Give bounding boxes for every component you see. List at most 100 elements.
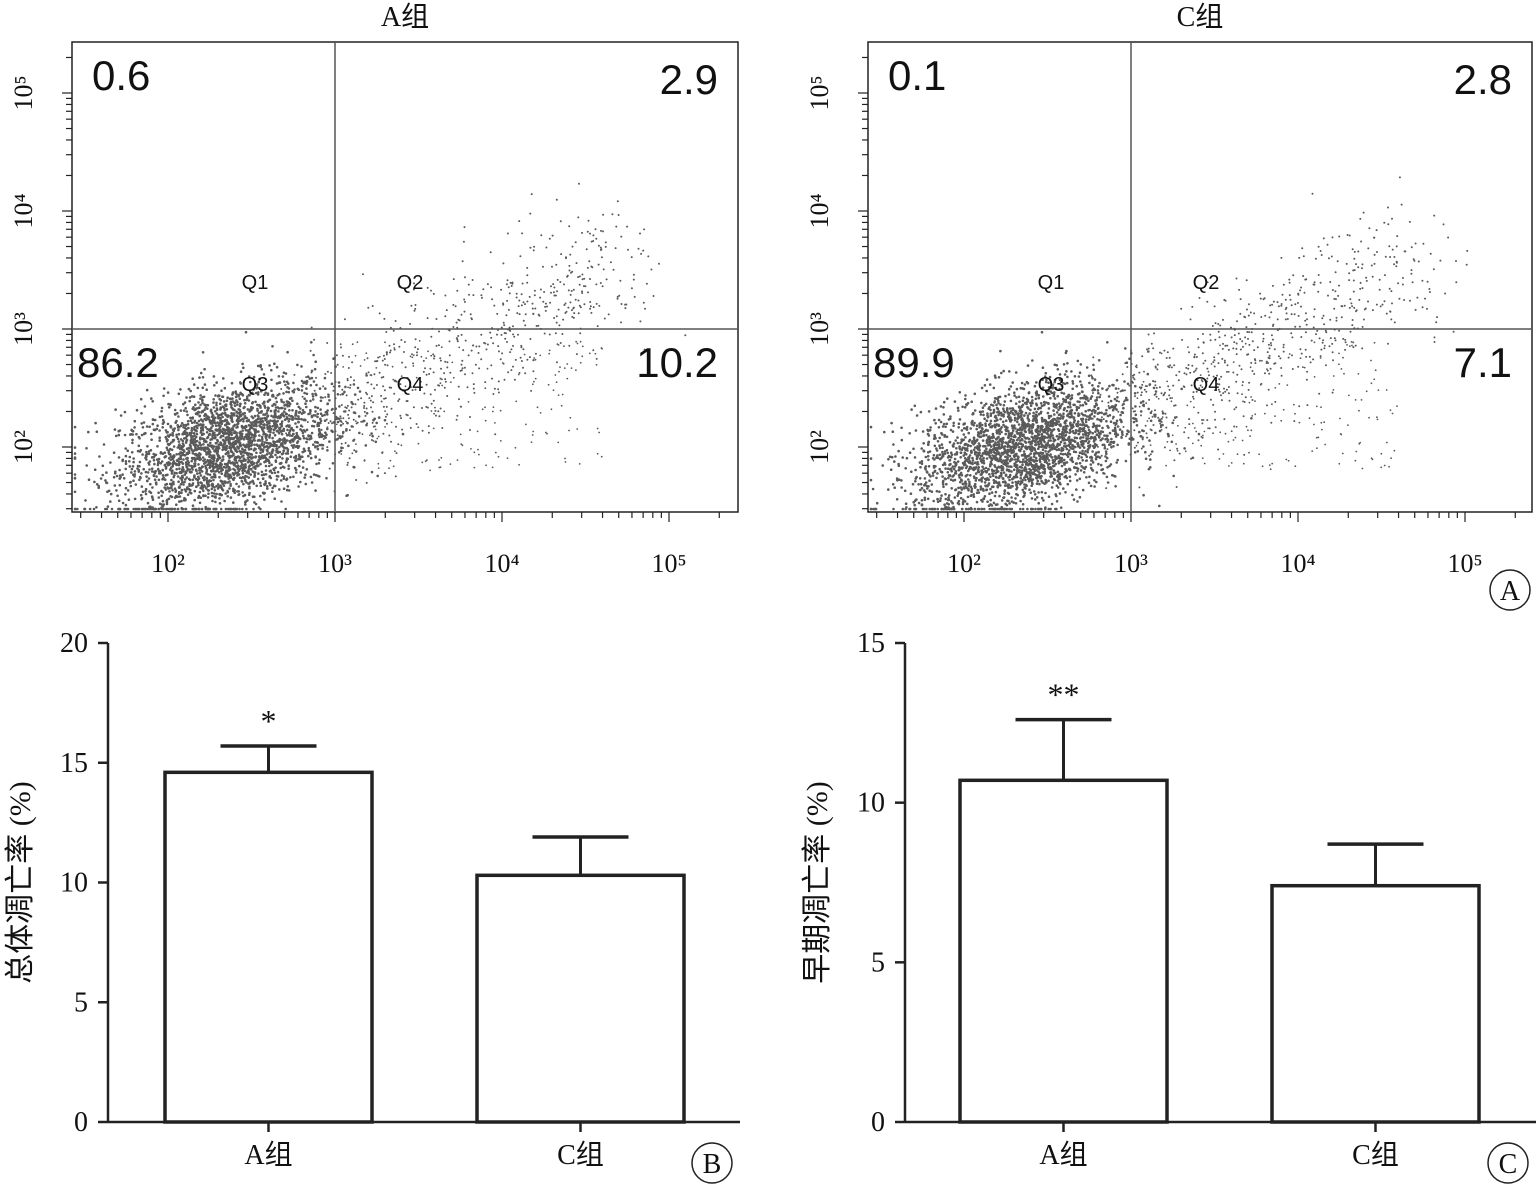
- scatter-dot: [572, 288, 575, 291]
- scatter-dot: [124, 447, 127, 450]
- scatter-dot: [1089, 484, 1093, 488]
- scatter-dot: [211, 494, 214, 498]
- scatter-dot: [932, 499, 935, 503]
- scatter-dot: [897, 449, 900, 453]
- scatter-dot: [126, 507, 130, 511]
- scatter-dot: [497, 388, 500, 391]
- scatter-dot: [173, 461, 177, 465]
- scatter-dot: [335, 415, 338, 418]
- scatter-dot: [142, 421, 146, 424]
- scatter-dot: [893, 486, 896, 490]
- scatter-dot: [102, 443, 106, 446]
- scatter-dot: [968, 482, 971, 486]
- scatter-dot: [1108, 414, 1112, 417]
- scatter-dot: [1010, 424, 1014, 428]
- scatter-dot: [595, 302, 598, 305]
- scatter-dot: [303, 391, 306, 395]
- scatter-dot: [1080, 383, 1083, 387]
- scatter-dot: [988, 473, 991, 476]
- scatter-dot: [225, 469, 228, 473]
- scatter-dot: [305, 380, 309, 384]
- scatter-dot: [232, 473, 236, 477]
- scatter-dot: [370, 383, 373, 386]
- scatter-dot: [261, 437, 264, 441]
- scatter-dot: [430, 354, 433, 357]
- scatter-dot: [342, 417, 345, 420]
- scatter-dot: [367, 306, 370, 309]
- scatter-dot: [375, 360, 378, 363]
- scatter-dot: [130, 428, 133, 432]
- scatter-dot: [596, 452, 599, 455]
- scatter-dot: [386, 364, 389, 367]
- scatter-dot: [973, 392, 977, 396]
- scatter-dot: [1106, 341, 1109, 344]
- scatter-dot: [1033, 384, 1037, 388]
- scatter-dot: [317, 428, 321, 432]
- scatter-dot: [302, 447, 306, 451]
- scatter-dot: [286, 386, 289, 389]
- scatter-dot: [951, 465, 955, 468]
- scatter-dot: [539, 288, 542, 291]
- scatter-dot: [275, 400, 279, 404]
- scatter-dot: [229, 397, 233, 401]
- scatter-dot: [239, 443, 242, 446]
- scatter-dot: [328, 440, 331, 443]
- scatter-dot: [166, 422, 170, 426]
- scatter-dot: [478, 367, 481, 370]
- scatter-dot: [212, 417, 215, 421]
- scatter-dot: [1028, 437, 1031, 441]
- scatter-dot: [1056, 394, 1059, 398]
- scatter-dot: [492, 342, 495, 345]
- scatter-dot: [310, 369, 314, 373]
- scatter-dot: [185, 396, 188, 399]
- scatter-dot: [307, 446, 311, 450]
- scatter-dot: [289, 415, 293, 418]
- scatter-dot: [215, 445, 218, 449]
- scatter-dot: [215, 484, 218, 488]
- scatter-dot: [511, 282, 514, 285]
- scatter-dot: [199, 371, 203, 375]
- scatter-dot: [632, 273, 635, 276]
- scatter-dot: [190, 429, 194, 432]
- scatter-dot: [319, 412, 323, 416]
- scatter-dot: [287, 467, 291, 471]
- scatter-dot: [166, 498, 169, 502]
- scatter-dot: [319, 399, 323, 403]
- scatter-dot: [995, 431, 999, 434]
- scatter-dot: [1042, 499, 1045, 502]
- scatter-dot: [286, 424, 290, 427]
- scatter-dot: [284, 440, 287, 444]
- scatter-dot: [340, 404, 343, 406]
- scatter-dot: [997, 399, 1000, 403]
- scatter-dot: [177, 457, 181, 461]
- scatter-dot: [195, 485, 198, 489]
- scatter-dot: [213, 507, 216, 511]
- scatter-dot: [204, 494, 207, 498]
- scatter-dot: [401, 428, 404, 431]
- scatter-dot: [1104, 459, 1108, 463]
- scatter-dot: [157, 507, 160, 511]
- scatter-dot: [341, 432, 344, 435]
- scatter-dot: [265, 448, 269, 452]
- scatter-dot: [409, 426, 412, 429]
- scatter-dot: [493, 304, 496, 307]
- scatter-dot: [514, 446, 517, 449]
- scatter-dot: [181, 466, 185, 469]
- scatter-dot: [539, 296, 542, 299]
- scatter-dot: [607, 313, 610, 316]
- scatter-dot: [284, 383, 287, 387]
- scatter-dot: [348, 355, 350, 358]
- scatter-dot: [220, 389, 223, 393]
- scatter-dot: [194, 468, 198, 472]
- scatter-dot: [927, 441, 930, 445]
- scatter-dot: [298, 457, 302, 461]
- scatter-dot: [198, 501, 202, 505]
- scatter-dot: [128, 455, 132, 459]
- scatter-dot: [277, 407, 281, 410]
- scatter-dot: [272, 440, 275, 443]
- scatter-dot: [219, 507, 223, 511]
- scatter-dot: [392, 465, 395, 468]
- scatter-dot: [263, 424, 266, 427]
- scatter-dot: [1103, 434, 1106, 437]
- scatter-dot: [242, 366, 245, 370]
